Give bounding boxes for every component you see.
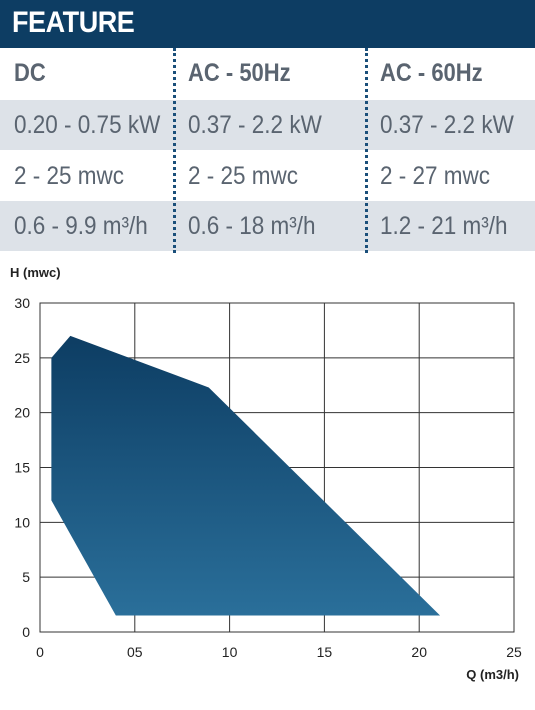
y-tick-label: 10: [14, 514, 30, 530]
table-row-flow: 0.6 - 9.9 m³/h 0.6 - 18 m³/h 1.2 - 21 m³…: [0, 201, 535, 251]
table-cell: 0.37 - 2.2 kW: [380, 111, 514, 139]
table-cell: 0.6 - 9.9 m³/h: [14, 212, 148, 240]
table-cell: 2 - 25 mwc: [14, 162, 125, 190]
column-header-ac-50hz: AC - 50Hz: [188, 59, 291, 87]
table-header-row: DC AC - 50Hz AC - 60Hz: [0, 48, 535, 98]
table-row-head: 2 - 25 mwc 2 - 25 mwc 2 - 27 mwc: [0, 151, 535, 201]
table-cell: 1.2 - 21 m³/h: [380, 212, 508, 240]
y-tick-label: 30: [14, 295, 30, 311]
column-divider: [365, 48, 368, 253]
x-axis-title: Q (m3/h): [466, 667, 519, 682]
column-header-dc: DC: [14, 59, 46, 87]
table-cell: 2 - 25 mwc: [188, 162, 299, 190]
table-row-power: 0.20 - 0.75 kW 0.37 - 2.2 kW 0.37 - 2.2 …: [0, 100, 535, 150]
header-bar: FEATURE: [0, 0, 535, 48]
header-title: FEATURE: [12, 6, 135, 39]
x-tick-label: 25: [506, 644, 522, 660]
table-cell: 2 - 27 mwc: [380, 162, 491, 190]
x-tick-label: 15: [317, 644, 333, 660]
y-tick-label: 25: [14, 350, 30, 366]
x-tick-label: 20: [411, 644, 427, 660]
y-axis-title: H (mwc): [10, 265, 61, 280]
column-header-ac-60hz: AC - 60Hz: [380, 59, 483, 87]
y-tick-label: 5: [22, 569, 30, 585]
table-cell: 0.37 - 2.2 kW: [188, 111, 322, 139]
y-tick-label: 15: [14, 460, 30, 476]
y-tick-label: 20: [14, 405, 30, 421]
x-tick-label: 10: [222, 644, 238, 660]
column-divider: [173, 48, 176, 253]
table-cell: 0.6 - 18 m³/h: [188, 212, 316, 240]
operating-range-area: [51, 335, 441, 616]
y-tick-label: 0: [22, 624, 30, 640]
x-tick-label: 05: [127, 644, 143, 660]
x-tick-label: 0: [36, 644, 44, 660]
table-cell: 0.20 - 0.75 kW: [14, 111, 161, 139]
